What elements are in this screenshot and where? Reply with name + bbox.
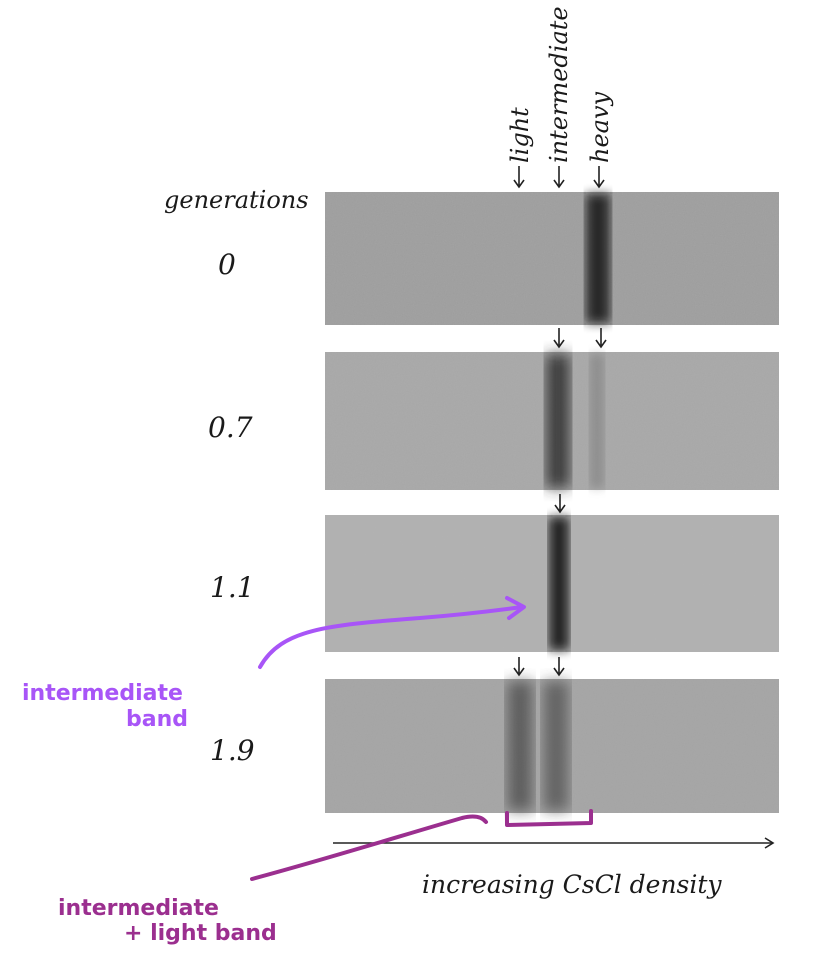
panel-gen-0 [325, 192, 779, 325]
annotation-intermediate-band: intermediate band [22, 596, 526, 732]
band-intermediate [543, 681, 569, 811]
annotation-intermediate-light-band: intermediate + light band [58, 809, 593, 946]
header-arrows [513, 166, 605, 189]
annotation-text-intermediate-line2: band [126, 707, 188, 732]
arrows-gen-0-7 [553, 328, 607, 349]
band-intermediate [549, 517, 569, 650]
band-light [507, 681, 533, 811]
annotation-text-intermediate-light-line1: intermediate [58, 896, 219, 921]
generation-label-0-7: 0.7 [208, 411, 253, 444]
annotation-arrow-intermediate-light [250, 814, 488, 881]
band-heavy [586, 194, 610, 323]
header-label-heavy: heavy [586, 91, 614, 163]
panel-gen-1-1 [325, 515, 779, 652]
annotation-bracket [505, 809, 593, 827]
arrows-gen-1-1 [554, 494, 566, 514]
density-axis-label: increasing CsCl density [422, 870, 722, 899]
generation-label-0: 0 [218, 248, 236, 281]
arrows-gen-1-9 [513, 657, 565, 677]
header-label-intermediate: intermediate [545, 6, 573, 163]
annotation-text-intermediate-light-line2: + light band [124, 921, 277, 946]
generation-label-1-1: 1.1 [210, 571, 255, 604]
panel-gen-0-7 [325, 352, 779, 490]
band-intermediate [546, 354, 570, 488]
panel-gen-1-9 [325, 679, 779, 813]
generations-label: generations [164, 186, 309, 214]
header-label-light: light [506, 107, 534, 163]
annotation-arrow-intermediate [258, 605, 524, 669]
band-heavy-faint [590, 354, 604, 488]
generation-label-1-9: 1.9 [210, 734, 255, 767]
annotation-text-intermediate-line1: intermediate [22, 681, 183, 706]
density-axis-arrow [333, 837, 775, 849]
